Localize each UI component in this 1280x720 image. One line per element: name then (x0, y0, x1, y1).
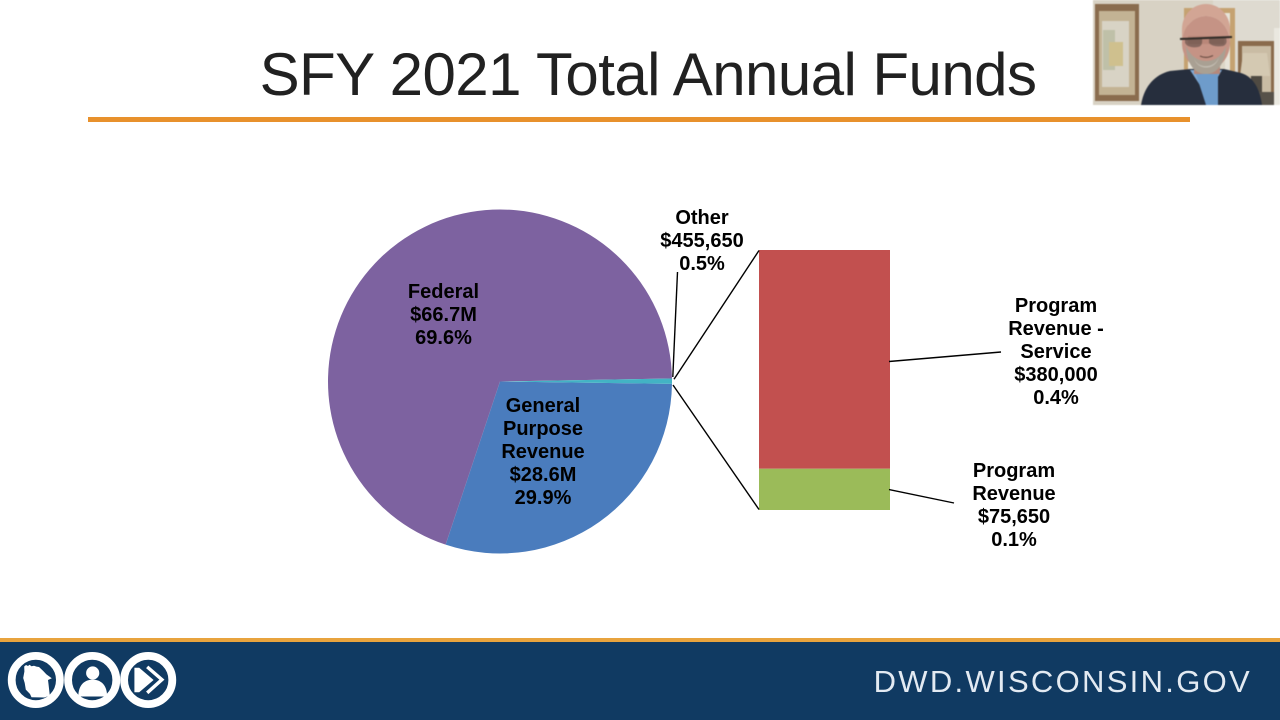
svg-text:29.9%: 29.9% (515, 487, 572, 509)
svg-text:Revenue -: Revenue - (1008, 318, 1104, 340)
svg-text:$455,650: $455,650 (660, 230, 743, 252)
svg-text:0.1%: 0.1% (991, 529, 1037, 551)
svg-text:Program: Program (973, 460, 1055, 482)
svg-text:$66.7M: $66.7M (410, 304, 477, 326)
svg-text:General: General (506, 395, 580, 417)
svg-text:Program: Program (1015, 295, 1097, 317)
svg-text:Service: Service (1020, 341, 1091, 363)
svg-text:Federal: Federal (408, 281, 479, 303)
svg-text:$28.6M: $28.6M (510, 464, 577, 486)
svg-text:$75,650: $75,650 (978, 506, 1050, 528)
svg-text:$380,000: $380,000 (1014, 364, 1097, 386)
svg-text:0.5%: 0.5% (679, 253, 725, 275)
svg-text:Purpose: Purpose (503, 418, 583, 440)
svg-text:69.6%: 69.6% (415, 327, 472, 349)
svg-text:Revenue: Revenue (501, 441, 584, 463)
svg-text:0.4%: 0.4% (1033, 387, 1079, 409)
svg-text:Other: Other (675, 207, 729, 229)
svg-text:Revenue: Revenue (972, 483, 1055, 505)
